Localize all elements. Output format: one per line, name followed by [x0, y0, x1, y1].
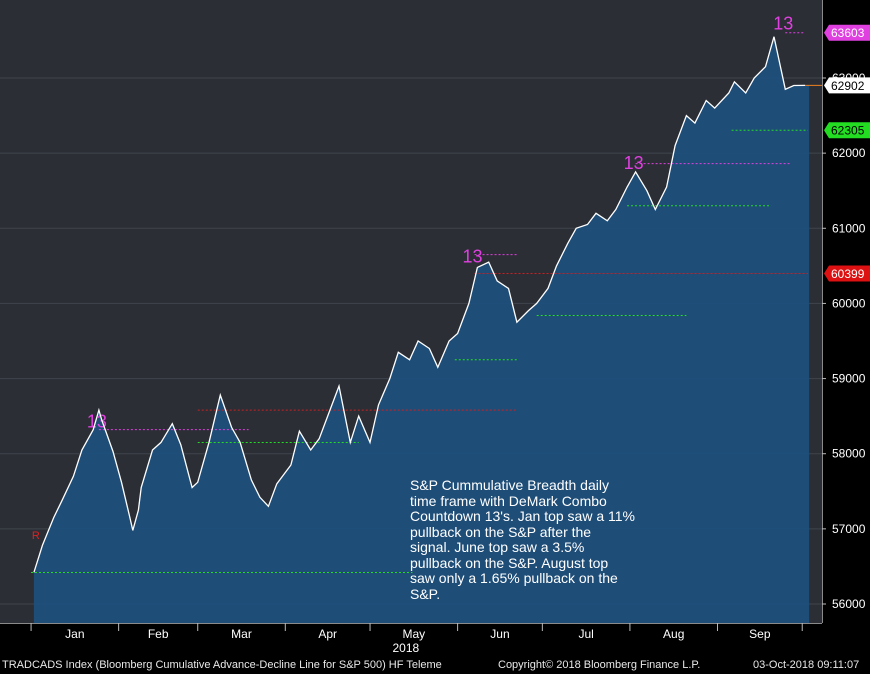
breadth-chart: 13 13 13 13 R 56000 57000 58000 59000 60000 61000 6…: [0, 0, 870, 657]
x-month-label: Jul: [578, 627, 593, 641]
x-month-label: Jan: [65, 627, 84, 641]
level-tag-label: 60399: [831, 267, 865, 281]
countdown-13-label: 13: [624, 153, 644, 173]
level-tag: [824, 24, 870, 41]
level-tag: [824, 122, 870, 139]
level-tag: [824, 77, 870, 94]
y-tick-label: 61000: [832, 221, 866, 235]
countdown-13-label: 13: [773, 13, 793, 33]
x-month-label: Feb: [148, 627, 169, 641]
x-month-label: Aug: [663, 627, 684, 641]
y-tick-label: 56000: [832, 597, 866, 611]
x-month-label: May: [402, 627, 425, 641]
chart-annotation: S&P Cummulative Breadth daily time frame…: [410, 477, 635, 602]
x-axis-panel: [0, 623, 870, 657]
x-month-label: Apr: [318, 627, 337, 641]
y-tick-label: 62000: [832, 146, 866, 160]
r-marker: R: [32, 530, 40, 542]
countdown-13-label: 13: [87, 412, 107, 432]
breadth-line: [33, 36, 806, 573]
x-month-label: Mar: [231, 627, 252, 641]
breadth-area: [33, 36, 810, 623]
y-tick-label: 60000: [832, 296, 866, 310]
footer-timestamp: 03-Oct-2018 09:11:07: [753, 659, 860, 671]
level-tag-label: 63603: [831, 26, 865, 40]
x-month-label: Sep: [749, 627, 771, 641]
level-tag-label: 62305: [831, 124, 865, 138]
y-axis-panel: [822, 0, 870, 623]
footer-copyright: Copyright© 2018 Bloomberg Finance L.P.: [498, 659, 701, 671]
x-year-label: 2018: [392, 641, 419, 655]
x-month-label: Jun: [490, 627, 509, 641]
footer-bar: TRADCADS Index (Bloomberg Cumulative Adv…: [0, 657, 870, 674]
y-tick-label: 59000: [832, 372, 866, 386]
footer-index-description: TRADCADS Index (Bloomberg Cumulative Adv…: [2, 659, 442, 671]
level-tag: [824, 265, 870, 282]
countdown-13-label: 13: [463, 246, 483, 266]
y-tick-label: 57000: [832, 522, 866, 536]
y-tick-label: 58000: [832, 447, 866, 461]
level-tag-label: 62902: [831, 79, 865, 93]
